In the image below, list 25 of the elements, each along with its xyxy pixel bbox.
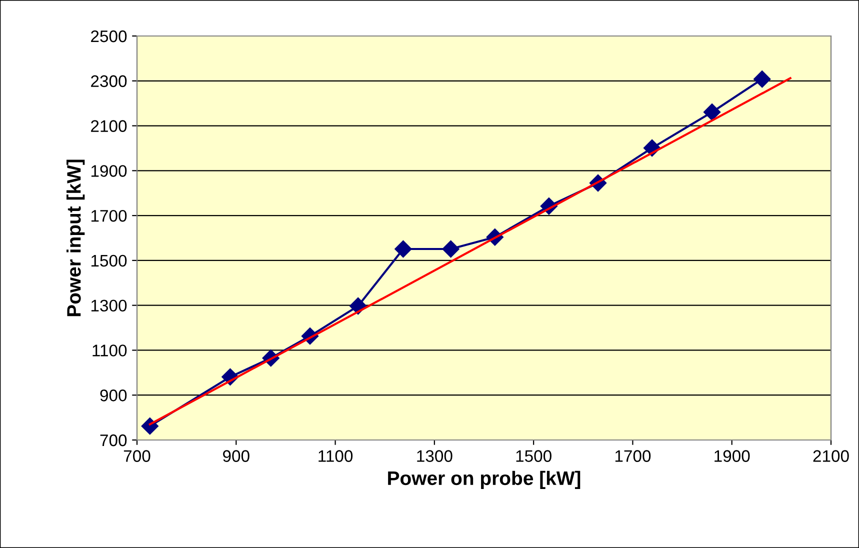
y-tick-label: 2500 <box>91 30 127 42</box>
point <box>394 240 412 258</box>
y-tick-label: 1700 <box>91 210 127 222</box>
y-tick-label: 1900 <box>91 165 127 177</box>
y-axis-title: Power input [kW] <box>66 160 85 316</box>
y-tick-label: 2100 <box>91 120 127 132</box>
point <box>703 104 721 121</box>
x-axis-title: Power on probe [kW] <box>388 470 580 489</box>
x-tick-label: 1900 <box>714 450 750 462</box>
x-tick-label: 1300 <box>417 450 452 462</box>
y-tick-label: 2300 <box>91 75 127 88</box>
x-tick-label: 700 <box>124 450 150 462</box>
y-tick-label: 900 <box>100 390 127 402</box>
point <box>141 418 158 435</box>
y-tick-label: 1100 <box>92 344 127 356</box>
x-tick-label: 1500 <box>516 450 552 462</box>
x-tick-label: 1100 <box>318 450 353 462</box>
y-tick-label: 1500 <box>91 254 127 267</box>
x-tick-label: 2100 <box>813 450 849 462</box>
y-tick-label: 700 <box>100 434 127 446</box>
y-tick-label: 1300 <box>91 300 127 312</box>
point <box>442 240 460 258</box>
point <box>754 70 771 88</box>
x-tick-label: 1700 <box>615 450 651 462</box>
x-tick-label: 900 <box>223 450 250 462</box>
